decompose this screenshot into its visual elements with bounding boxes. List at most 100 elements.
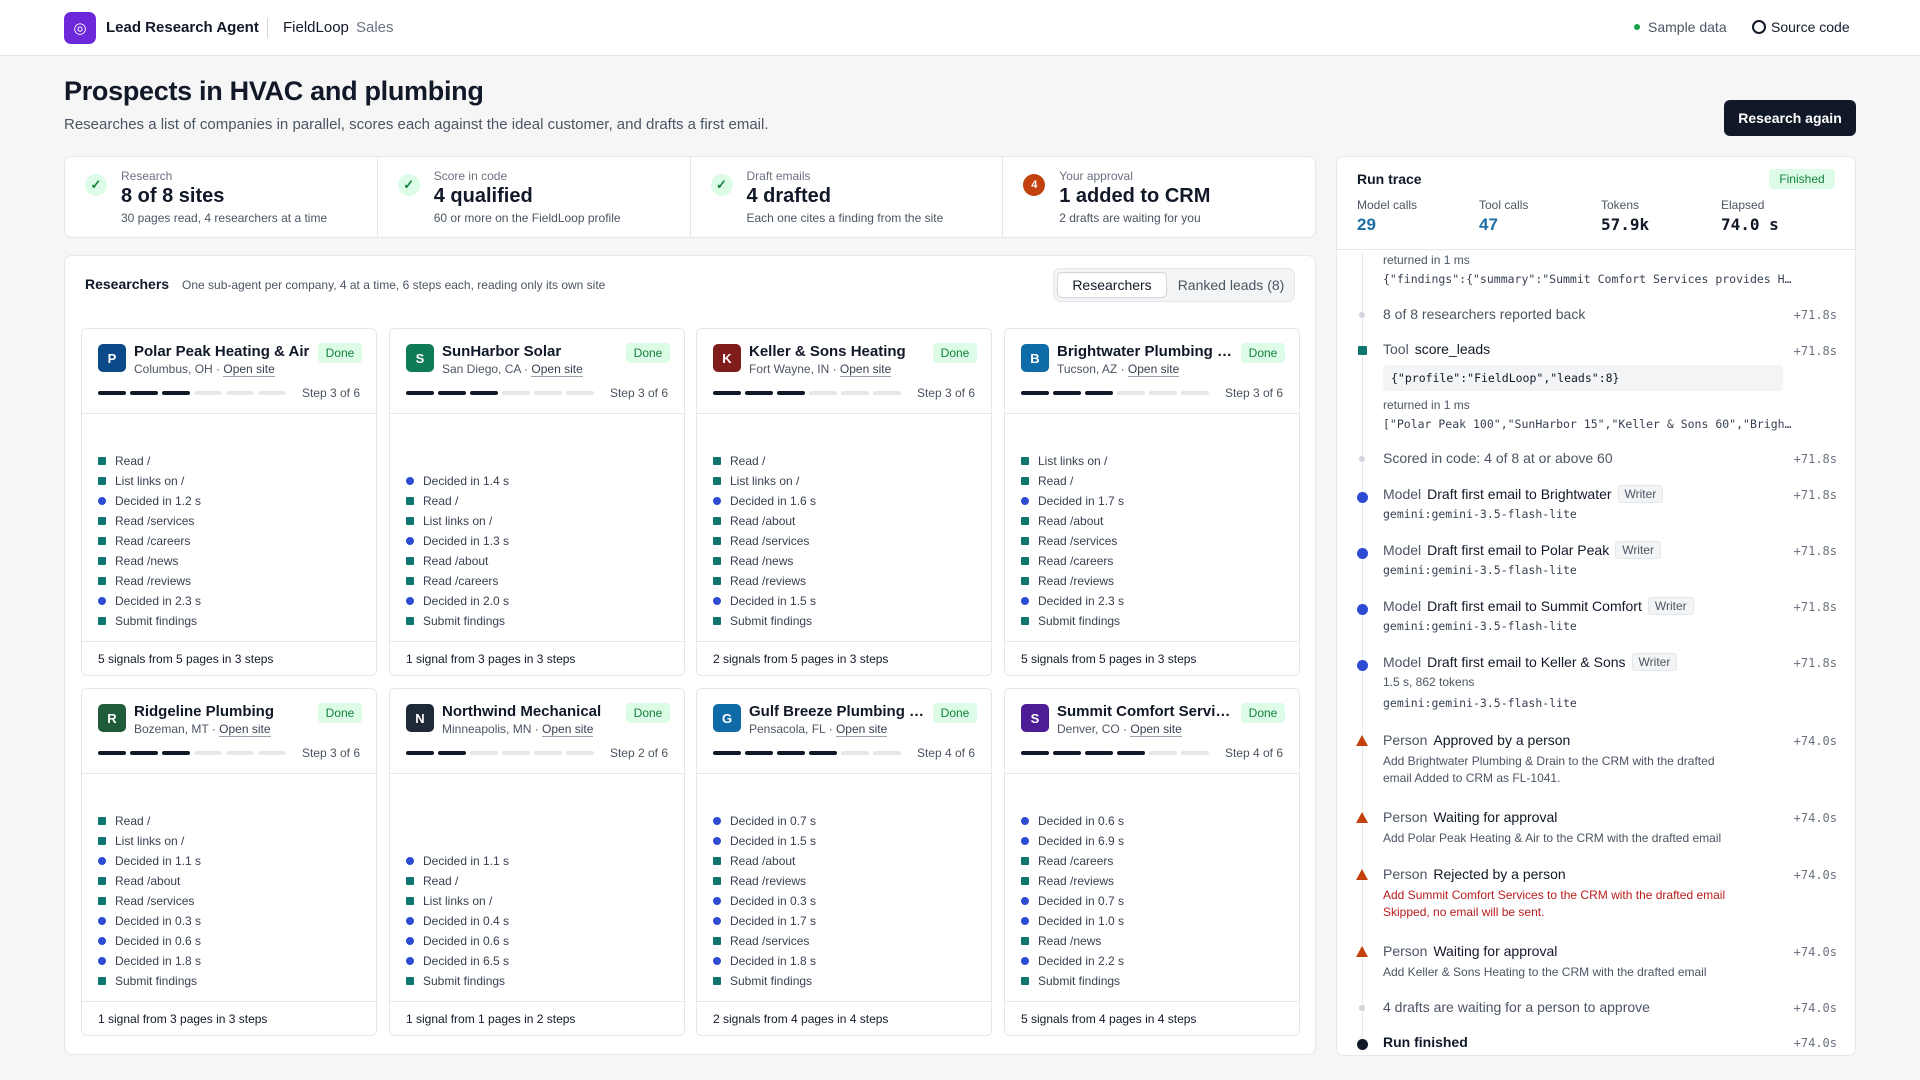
metric-model-calls: Model calls 29 [1357,198,1417,235]
event-kind: Person [1383,732,1428,748]
activity-text: Submit findings [115,614,198,628]
activity-item: Read /careers [406,571,509,591]
progress-segment [226,751,254,755]
tab-ranked-leads[interactable]: Ranked leads (8) [1177,277,1285,293]
model-circle-icon [1021,817,1029,825]
role-tag: Writer [1617,485,1664,503]
trace-list[interactable]: returned in 1 ms {"findings":{"summary":… [1337,253,1855,1053]
divider [697,773,991,774]
person-event[interactable]: Person Approved by a person [1383,732,1570,748]
event-time: +71.8s [1793,452,1837,466]
tool-square-icon [98,557,106,565]
card-summary: 1 signal from 3 pages in 3 steps [406,652,576,666]
model-circle-icon [1021,597,1029,605]
model-meta: 1.5 s, 862 tokens [1383,675,1475,689]
activity-text: Submit findings [1038,974,1121,988]
researchers-subtitle: One sub-agent per company, 4 at a time, … [182,278,606,292]
event-dot-icon [1359,456,1365,462]
event-kind: Model [1383,542,1422,558]
progress-segment [438,391,466,395]
department-name: Sales [356,19,394,36]
event-detail-line: Add Polar Peak Heating & Air to the CRM … [1383,831,1722,845]
activity-text: Decided in 2.3 s [1038,594,1125,608]
metric-tool-calls: Tool calls 47 [1479,198,1528,235]
step-number-badge: 4 [1023,174,1046,196]
company-location: San Diego, CA · Open site [442,362,583,377]
tool-square-icon [1021,557,1029,565]
activity-item: Decided in 0.6 s [1021,811,1124,831]
researcher-card[interactable]: B Brightwater Plumbing & Drain Tucson, AZ … [1004,328,1300,676]
activity-item: Decided in 0.4 s [406,911,509,931]
open-site-link[interactable]: Open site [839,362,892,377]
company-avatar: S [1021,704,1049,732]
model-event[interactable]: Model Draft first email to Brightwater Wri… [1383,485,1664,504]
model-circle-icon [98,597,106,605]
open-site-link[interactable]: Open site [219,722,271,737]
event-name: Draft first email to Brightwater [1427,486,1612,502]
returned-note: returned in 1 ms [1383,398,1470,412]
tab-researchers[interactable]: Researchers [1057,272,1167,298]
progress-segment [438,751,466,755]
progress-segment [745,751,773,755]
open-site-link[interactable]: Open site [1130,722,1182,737]
progress-segment [777,751,805,755]
researcher-card[interactable]: N Northwind Mechanical Minneapolis, MN · O… [389,688,685,1036]
company-location: Fort Wayne, IN · Open site [749,362,892,377]
person-event[interactable]: Person Waiting for approval [1383,809,1557,825]
model-event[interactable]: Model Draft first email to Keller & Sons W… [1383,653,1678,672]
location-text: Denver, CO [1057,722,1120,736]
open-site-link[interactable]: Open site [835,722,888,737]
status-badge: Done [626,343,670,363]
activity-text: Read / [115,454,151,468]
model-event[interactable]: Model Draft first email to Polar Peak Writ… [1383,541,1661,560]
status-badge: Done [1241,703,1285,723]
card-summary: 5 signals from 5 pages in 3 steps [1021,652,1197,666]
activity-text: Read / [423,874,459,888]
activity-text: List links on / [115,474,185,488]
model-id: gemini:gemini-3.5-flash-lite [1383,696,1577,710]
activity-item: Decided in 1.7 s [713,911,816,931]
model-circle-icon [98,497,106,505]
model-circle-icon [1357,492,1368,503]
activity-item: Submit findings [713,971,816,991]
activity-item: List links on / [713,471,816,491]
model-id: gemini:gemini-3.5-flash-lite [1383,507,1577,521]
card-summary: 1 signal from 3 pages in 3 steps [98,1012,268,1026]
researcher-card[interactable]: P Polar Peak Heating & Air Columbus, OH · … [81,328,377,676]
open-site-link[interactable]: Open site [531,362,583,377]
company-name: Brightwater Plumbing & Drain [1057,343,1233,360]
divider [1005,641,1299,642]
tool-args: {"profile":"FieldLoop","leads":8} [1383,365,1783,391]
person-event[interactable]: Person Waiting for approval [1383,943,1557,959]
open-site-link[interactable]: Open site [542,722,594,737]
event-time: +74.0s [1793,1001,1837,1015]
activity-item: List links on / [1021,451,1124,471]
activity-text: Read /services [730,934,810,948]
app-logo-icon[interactable]: ◎ [64,12,96,44]
step-progress [98,391,286,395]
event-detail-line: Add Summit Comfort Services to the CRM w… [1383,888,1726,902]
activity-text: Submit findings [730,614,813,628]
step-counter: Step 3 of 6 [1224,386,1283,400]
activity-text: Decided in 0.3 s [730,894,817,908]
model-circle-icon [1357,660,1368,671]
researcher-card[interactable]: S SunHarbor Solar San Diego, CA · Open sit… [389,328,685,676]
researcher-card[interactable]: G Gulf Breeze Plumbing Co. Pensacola, FL ·… [696,688,992,1036]
researcher-card[interactable]: K Keller & Sons Heating Fort Wayne, IN · O… [696,328,992,676]
event-detail-line: Skipped, no email will be sent. [1383,905,1545,919]
open-site-link[interactable]: Open site [1127,362,1180,377]
research-again-button[interactable]: Research again [1724,100,1856,136]
person-event[interactable]: Person Rejected by a person [1383,866,1566,882]
company-avatar: P [98,344,126,372]
model-event[interactable]: Model Draft first email to Summit Comfort… [1383,597,1694,616]
company-location: Denver, CO · Open site [1057,722,1182,737]
tool-event[interactable]: Tool score_leads [1383,341,1490,357]
researcher-card[interactable]: R Ridgeline Plumbing Bozeman, MT · Open si… [81,688,377,1036]
progress-segment [841,391,869,395]
step-counter: Step 2 of 6 [609,746,668,760]
open-site-link[interactable]: Open site [223,362,275,377]
researcher-card[interactable]: S Summit Comfort Services Denver, CO · Ope… [1004,688,1300,1036]
metric-label: Elapsed [1721,198,1765,212]
company-avatar: N [406,704,434,732]
source-code-link[interactable]: Source code [1752,19,1850,35]
